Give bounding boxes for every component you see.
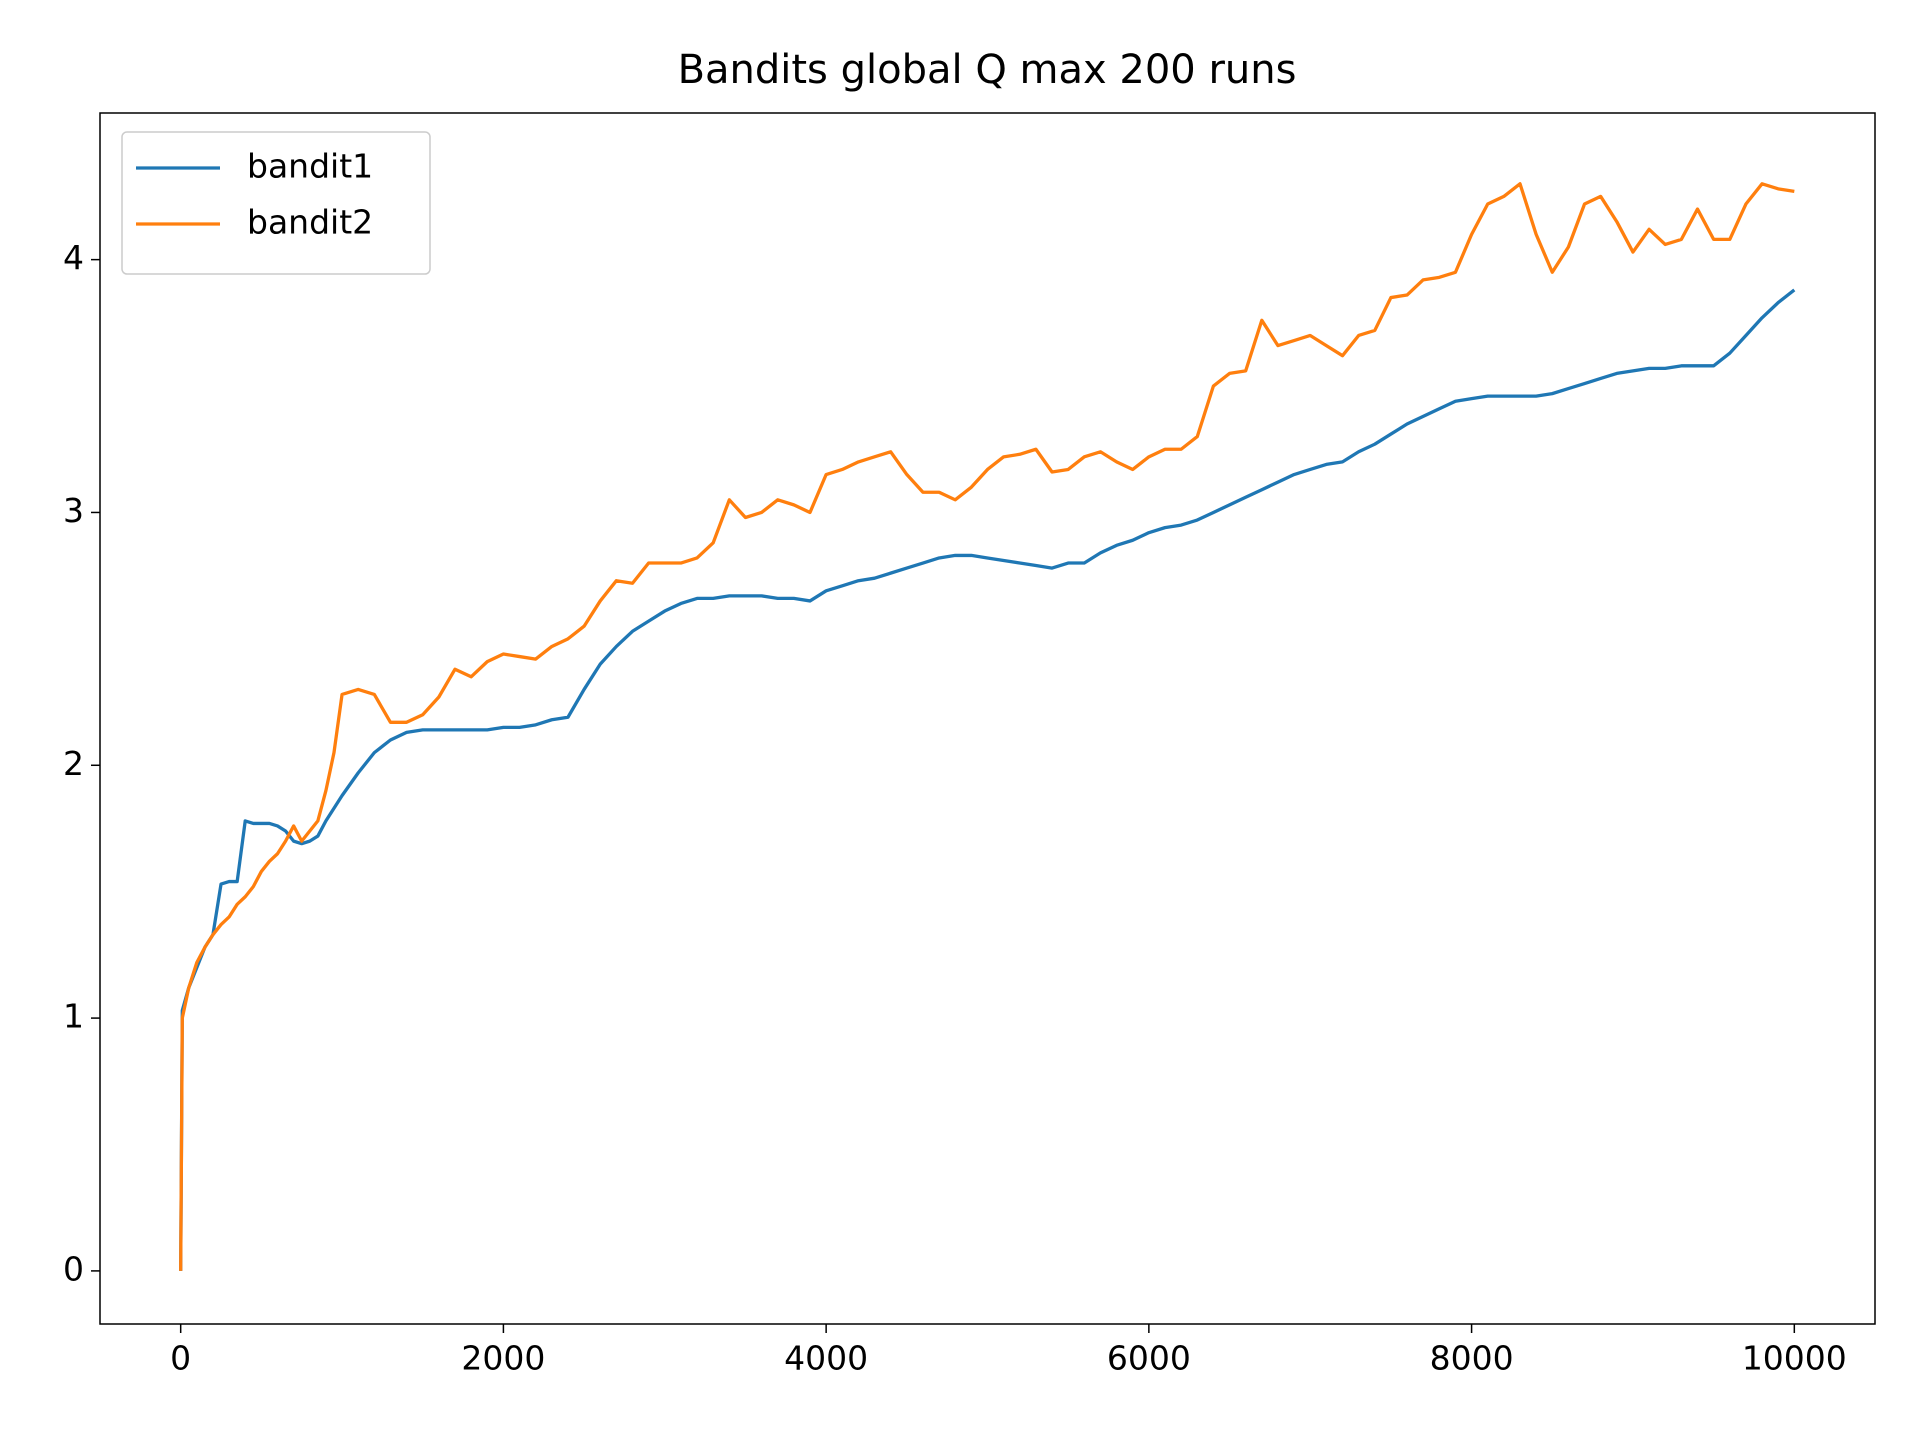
y-tick-label: 4 [63, 238, 84, 277]
legend-label: bandit1 [247, 147, 373, 186]
legend-label: bandit2 [247, 203, 373, 242]
x-tick-label: 4000 [784, 1339, 868, 1378]
data-line [179, 182, 1795, 1271]
x-tick-label: 6000 [1107, 1339, 1191, 1378]
legend: bandit1 bandit2 [121, 131, 431, 275]
x-tick-label: 0 [170, 1339, 191, 1378]
y-tick-label: 3 [63, 491, 84, 530]
x-tick-label: 2000 [461, 1339, 545, 1378]
y-tick-label: 1 [63, 997, 84, 1036]
chart-title: Bandits global Q max 200 runs [678, 47, 1297, 93]
data-line [179, 288, 1796, 1271]
y-tick-label: 2 [63, 744, 84, 783]
axes-frame [99, 112, 1876, 1325]
y-tick-label: 0 [63, 1249, 84, 1288]
x-tick-label: 8000 [1430, 1339, 1514, 1378]
x-tick-label: 10000 [1742, 1339, 1847, 1378]
